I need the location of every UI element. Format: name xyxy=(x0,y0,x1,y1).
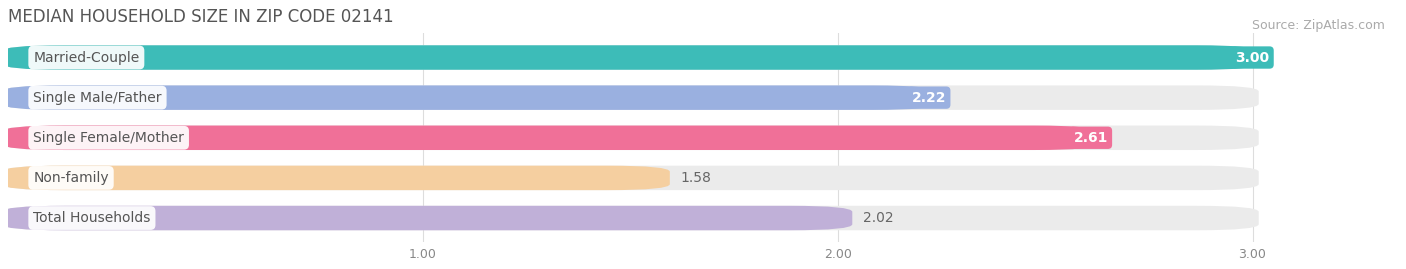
FancyBboxPatch shape xyxy=(3,126,1097,150)
FancyBboxPatch shape xyxy=(3,86,1258,110)
Text: Married-Couple: Married-Couple xyxy=(34,51,139,65)
FancyBboxPatch shape xyxy=(3,45,1258,70)
Text: Source: ZipAtlas.com: Source: ZipAtlas.com xyxy=(1251,19,1385,32)
Text: 2.61: 2.61 xyxy=(1074,131,1108,145)
FancyBboxPatch shape xyxy=(3,166,1258,190)
FancyBboxPatch shape xyxy=(3,206,852,230)
FancyBboxPatch shape xyxy=(3,86,935,110)
Text: 1.58: 1.58 xyxy=(681,171,711,185)
Text: 3.00: 3.00 xyxy=(1236,51,1270,65)
Text: MEDIAN HOUSEHOLD SIZE IN ZIP CODE 02141: MEDIAN HOUSEHOLD SIZE IN ZIP CODE 02141 xyxy=(8,8,394,26)
FancyBboxPatch shape xyxy=(3,126,1258,150)
Text: Total Households: Total Households xyxy=(34,211,150,225)
Text: Single Female/Mother: Single Female/Mother xyxy=(34,131,184,145)
FancyBboxPatch shape xyxy=(3,45,1258,70)
Text: Non-family: Non-family xyxy=(34,171,108,185)
FancyBboxPatch shape xyxy=(3,166,669,190)
Text: 2.22: 2.22 xyxy=(911,91,946,105)
FancyBboxPatch shape xyxy=(3,206,1258,230)
Text: Single Male/Father: Single Male/Father xyxy=(34,91,162,105)
Text: 2.02: 2.02 xyxy=(863,211,893,225)
